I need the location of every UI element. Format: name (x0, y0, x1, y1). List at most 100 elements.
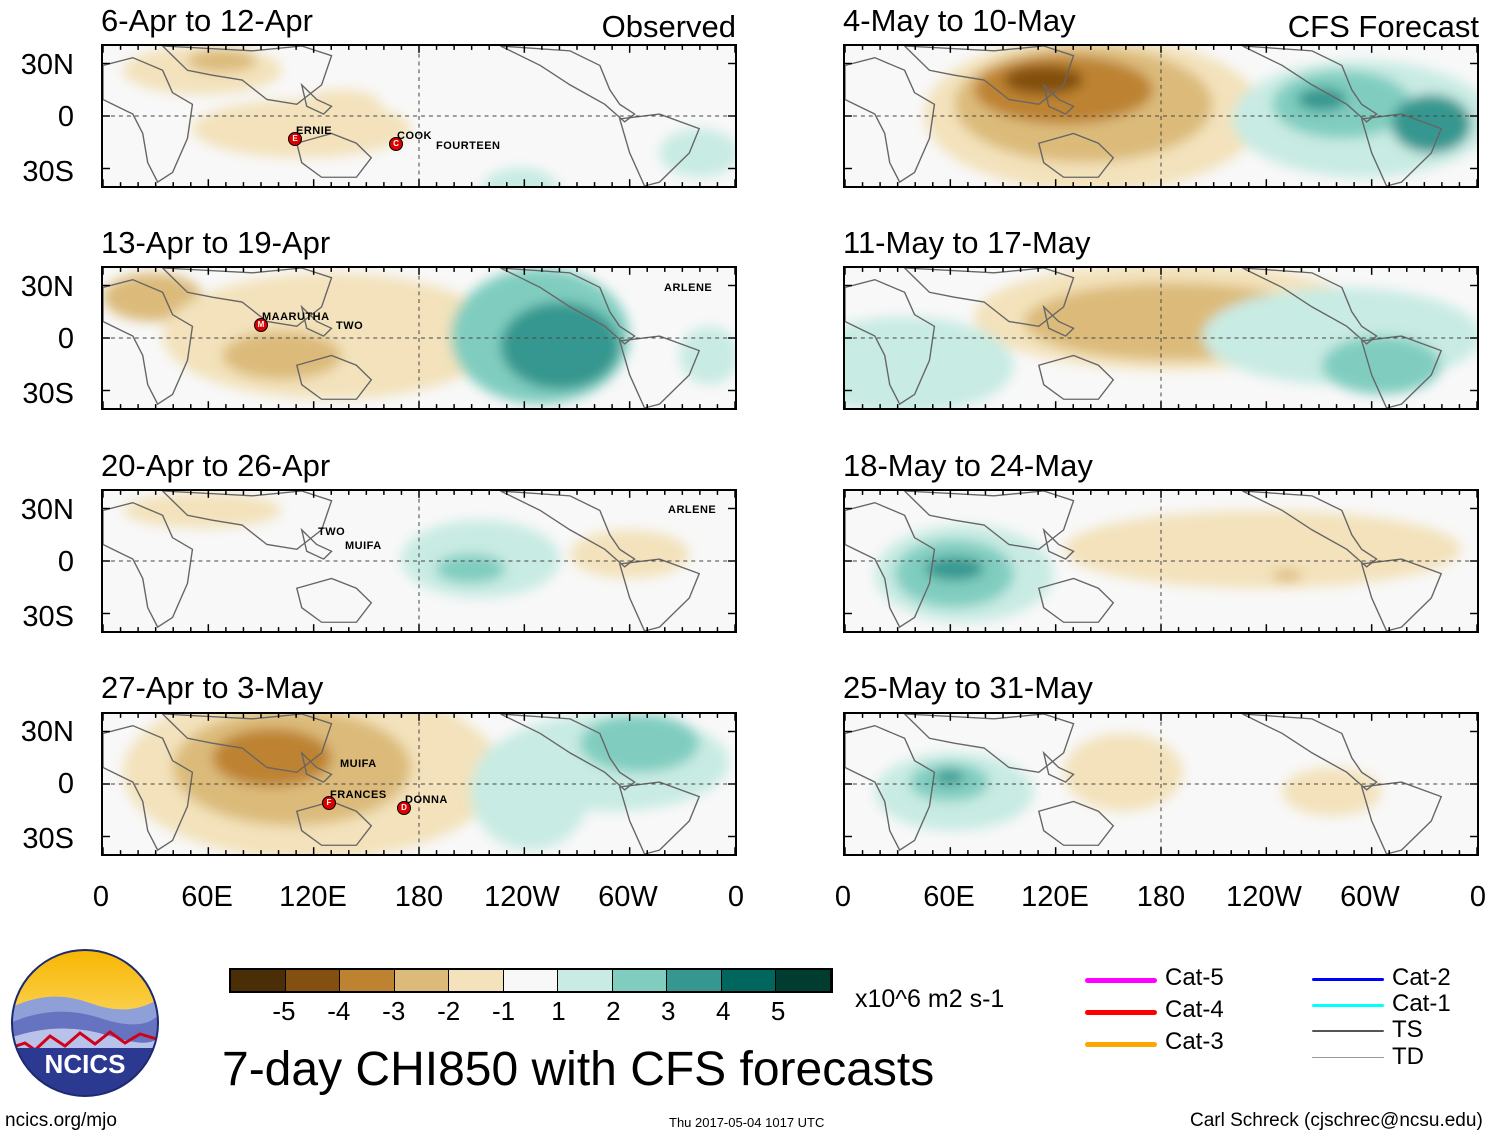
colorbar-swatch (340, 970, 395, 991)
coastline (300, 82, 333, 115)
anomaly-contour (1282, 767, 1382, 817)
ncics-logo: NCICS (10, 948, 160, 1098)
anomaly-contour (162, 272, 501, 400)
colorbar-swatch (231, 970, 286, 991)
legend-label: Cat-3 (1165, 1028, 1224, 1055)
lon-label-60w: 60W (598, 881, 658, 913)
storm-label: ARLENE (668, 504, 717, 516)
legend-line (1312, 1057, 1384, 1058)
colorbar-swatch (776, 970, 832, 991)
coastline (103, 501, 194, 629)
storm-marker-icon: F (322, 796, 336, 810)
storm-label: ERNIE (296, 125, 333, 137)
colorbar-swatch (721, 970, 777, 991)
panel-label-forecast: CFS Forecast (1287, 9, 1479, 44)
colorbar-tick-label: 1 (551, 996, 566, 1026)
anomaly-contour (570, 529, 690, 579)
lat-label-0: 0 (57, 101, 74, 133)
lat-label-30s: 30S (22, 601, 74, 633)
lon-label-60e: 60E (923, 881, 975, 913)
lat-label-0: 0 (57, 323, 74, 355)
legend-line (1312, 1004, 1384, 1007)
legend-label: Cat-5 (1165, 964, 1224, 991)
lat-label-30n: 30N (20, 49, 74, 81)
anomaly-contour (1321, 336, 1442, 395)
footer-credit: Carl Schreck (cjschrec@ncsu.edu) (1190, 1110, 1483, 1131)
coastline (618, 335, 701, 408)
anomaly-contour (845, 316, 1014, 408)
coastline (1042, 304, 1075, 337)
legend-label: Cat-1 (1392, 990, 1451, 1017)
storm-label: FOURTEEN (436, 140, 501, 152)
colorbar-tick-label: -2 (437, 996, 461, 1026)
chi850-map (103, 268, 735, 408)
storm-marker-icon: E (288, 132, 302, 146)
colorbar-tick-label: 2 (606, 996, 621, 1026)
coastline (103, 278, 194, 406)
storm-label: TWO (336, 320, 364, 332)
lat-label-30n: 30N (20, 716, 74, 748)
chi850-map (845, 714, 1477, 854)
panel-title: 6-Apr to 12-Apr (101, 3, 313, 38)
storm-label: ARLENE (664, 282, 713, 294)
legend-line (1085, 1042, 1157, 1047)
coastline (500, 46, 636, 123)
lon-label-120w: 120W (1226, 881, 1302, 913)
lat-label-30n: 30N (20, 271, 74, 303)
storm-marker-icon: M (254, 318, 268, 332)
map-panel-7 (101, 712, 737, 856)
coastline (300, 304, 333, 337)
panel-title: 4-May to 10-May (843, 3, 1076, 38)
colorbar-swatch (503, 970, 559, 991)
coastline (903, 268, 1075, 328)
lat-label-30s: 30S (22, 156, 74, 188)
lat-label-0: 0 (57, 546, 74, 578)
coastline (295, 354, 373, 400)
lon-label-120e: 120E (1021, 881, 1089, 913)
footer-url[interactable]: ncics.org/mjo (5, 1110, 117, 1131)
coastline (295, 132, 373, 178)
main-title: 7-day CHI850 with CFS forecasts (222, 1043, 935, 1096)
map-panel-8 (843, 712, 1479, 856)
coastline (161, 714, 333, 774)
coastline (618, 558, 701, 631)
anomaly-contour (500, 302, 620, 390)
map-panel-5 (101, 489, 737, 633)
chi850-map (103, 714, 735, 854)
lat-label-0: 0 (57, 768, 74, 800)
legend-line (1312, 978, 1384, 981)
ncics-logo-graphic: NCICS (11, 949, 159, 1097)
coastline (903, 46, 1075, 106)
lon-label-180: 180 (394, 881, 444, 913)
legend-line (1085, 978, 1157, 983)
coastline (500, 268, 636, 345)
anomaly-contour (481, 167, 559, 186)
panel-title: 25-May to 31-May (843, 670, 1093, 705)
lon-label-0: 0 (92, 881, 110, 913)
coastline (1042, 82, 1075, 115)
coastline (1360, 113, 1443, 186)
panel-title: 27-Apr to 3-May (101, 670, 324, 705)
storm-label: MAARUTHA (262, 311, 330, 323)
coastline (845, 501, 936, 629)
panel-title: 11-May to 17-May (843, 225, 1091, 260)
coastline (1042, 750, 1075, 783)
anomaly-contour (435, 554, 506, 584)
coastline (1037, 354, 1115, 400)
coastline (1242, 714, 1378, 791)
anomaly-contour (1391, 94, 1472, 153)
coastline (300, 750, 333, 783)
lon-label-60w: 60W (1340, 881, 1400, 913)
coastline (618, 781, 701, 854)
coastline (1037, 577, 1115, 623)
lon-label-60e: 60E (181, 881, 233, 913)
lon-label-0: 0 (834, 881, 852, 913)
anomaly-contour (122, 492, 282, 528)
storm-label: COOK (397, 130, 432, 142)
panel-title: 20-Apr to 26-Apr (101, 448, 331, 483)
storm-marker-icon: C (389, 137, 403, 151)
coastline (618, 113, 701, 186)
legend-label: TD (1392, 1043, 1424, 1070)
colorbar-swatch (285, 970, 341, 991)
lat-label-30n: 30N (20, 494, 74, 526)
